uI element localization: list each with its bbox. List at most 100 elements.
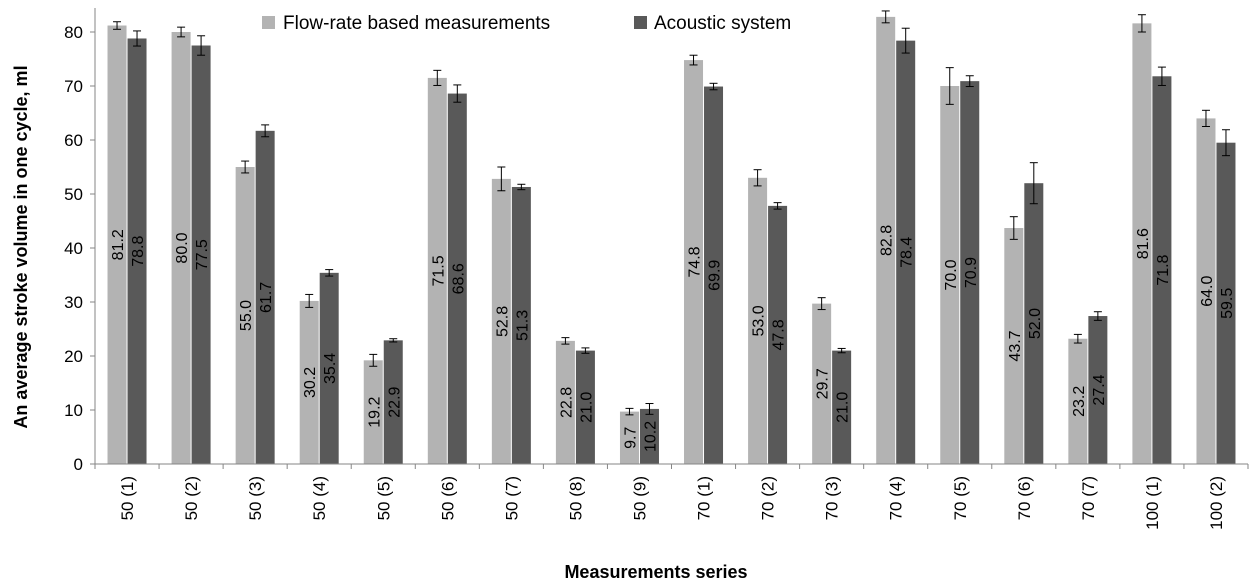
legend-swatch-flow-rate bbox=[262, 16, 275, 29]
data-label: 80.0 bbox=[174, 232, 191, 263]
bar-acoustic bbox=[447, 93, 467, 464]
error-bar bbox=[325, 269, 334, 277]
error-bar bbox=[901, 27, 910, 54]
data-label: 64.0 bbox=[1199, 276, 1216, 307]
data-label: 27.4 bbox=[1091, 374, 1108, 405]
bar-acoustic bbox=[1088, 316, 1108, 464]
bar-flow-rate bbox=[748, 177, 768, 465]
bar-flow-rate bbox=[1004, 228, 1024, 464]
error-bar bbox=[261, 124, 270, 138]
data-label: 22.8 bbox=[558, 387, 575, 418]
bar-acoustic bbox=[1152, 76, 1172, 464]
bar-flow-rate bbox=[940, 86, 960, 464]
error-bar bbox=[581, 347, 590, 354]
data-label: 47.8 bbox=[771, 319, 788, 350]
x-tick-label: 50 (6) bbox=[438, 476, 457, 520]
x-tick-label: 70 (2) bbox=[759, 476, 778, 520]
data-label: 74.8 bbox=[687, 246, 704, 277]
bar-flow-rate bbox=[107, 25, 127, 465]
data-label: 71.8 bbox=[1155, 254, 1172, 285]
y-tick-label: 40 bbox=[64, 239, 83, 258]
data-label: 68.6 bbox=[450, 263, 467, 294]
x-tick-label: 50 (3) bbox=[246, 476, 265, 520]
data-label: 51.3 bbox=[514, 310, 531, 341]
data-label: 69.9 bbox=[707, 260, 724, 291]
error-bar bbox=[689, 54, 698, 66]
y-tick-label: 50 bbox=[64, 185, 83, 204]
bar-acoustic bbox=[255, 130, 275, 464]
data-label: 71.5 bbox=[430, 255, 447, 286]
x-tick-label: 70 (5) bbox=[951, 476, 970, 520]
error-bar bbox=[1073, 333, 1082, 344]
data-label: 52.8 bbox=[494, 306, 511, 337]
error-bar bbox=[945, 67, 954, 105]
error-bar bbox=[1009, 216, 1018, 240]
data-label: 10.2 bbox=[642, 421, 659, 452]
x-tick-label: 70 (4) bbox=[887, 476, 906, 520]
data-label: 21.0 bbox=[835, 392, 852, 423]
bar-flow-rate bbox=[491, 178, 511, 464]
bar-flow-rate bbox=[555, 340, 575, 464]
data-label: 78.8 bbox=[130, 236, 147, 267]
error-bar bbox=[561, 337, 570, 345]
data-label: 43.7 bbox=[1007, 330, 1024, 361]
x-tick-label: 70 (3) bbox=[823, 476, 842, 520]
data-label: 55.0 bbox=[238, 300, 255, 331]
bar-acoustic bbox=[191, 45, 211, 464]
data-label: 53.0 bbox=[751, 305, 768, 336]
data-label: 9.7 bbox=[622, 427, 639, 449]
bar-flow-rate bbox=[1068, 338, 1088, 464]
error-bar bbox=[1201, 109, 1210, 127]
x-tick-label: 50 (5) bbox=[374, 476, 393, 520]
bar-flow-rate bbox=[812, 303, 832, 464]
y-tick-label: 30 bbox=[64, 293, 83, 312]
data-label: 23.2 bbox=[1071, 386, 1088, 417]
bar-flow-rate bbox=[876, 16, 896, 464]
error-bar bbox=[369, 353, 378, 367]
error-bar bbox=[305, 293, 314, 308]
error-bar bbox=[625, 407, 634, 416]
y-tick-label: 60 bbox=[64, 131, 83, 150]
y-tick-label: 10 bbox=[64, 401, 83, 420]
x-tick-label: 50 (9) bbox=[630, 476, 649, 520]
error-bar bbox=[133, 30, 142, 47]
error-bar bbox=[645, 403, 654, 415]
bar-acoustic bbox=[1024, 183, 1044, 464]
x-tick-label: 50 (4) bbox=[310, 476, 329, 520]
bars-layer bbox=[107, 10, 1236, 465]
error-bar bbox=[389, 338, 398, 343]
error-bar bbox=[1093, 311, 1102, 321]
bar-acoustic bbox=[511, 186, 531, 465]
x-tick-label: 70 (7) bbox=[1079, 476, 1098, 520]
error-bar bbox=[1221, 129, 1230, 157]
error-bar bbox=[773, 202, 782, 210]
y-tick-label: 80 bbox=[64, 23, 83, 42]
data-label: 81.2 bbox=[110, 229, 127, 260]
y-tick-label: 70 bbox=[64, 77, 83, 96]
error-bar bbox=[433, 69, 442, 86]
data-label: 77.5 bbox=[194, 239, 211, 270]
error-bar bbox=[113, 21, 122, 30]
data-label: 19.2 bbox=[366, 396, 383, 427]
x-tick-label: 50 (2) bbox=[182, 476, 201, 520]
bar-acoustic bbox=[127, 38, 147, 464]
error-bar bbox=[197, 35, 206, 56]
error-bar bbox=[817, 297, 826, 311]
data-label: 30.2 bbox=[302, 367, 319, 398]
data-label: 59.5 bbox=[1219, 288, 1236, 319]
x-tick-label: 50 (7) bbox=[502, 476, 521, 520]
error-bar bbox=[497, 166, 506, 192]
error-bar bbox=[517, 183, 526, 191]
bar-flow-rate bbox=[1132, 23, 1152, 465]
bar-flow-rate bbox=[619, 411, 639, 464]
bar-acoustic bbox=[575, 350, 595, 464]
data-label: 35.4 bbox=[322, 353, 339, 384]
x-tick-label: 50 (1) bbox=[118, 476, 137, 520]
error-bar bbox=[965, 75, 974, 88]
x-axis-title: Measurements series bbox=[564, 562, 747, 582]
error-bar bbox=[1029, 162, 1038, 205]
y-tick-label: 20 bbox=[64, 347, 83, 366]
error-bar bbox=[753, 169, 762, 187]
bar-flow-rate bbox=[427, 77, 447, 465]
